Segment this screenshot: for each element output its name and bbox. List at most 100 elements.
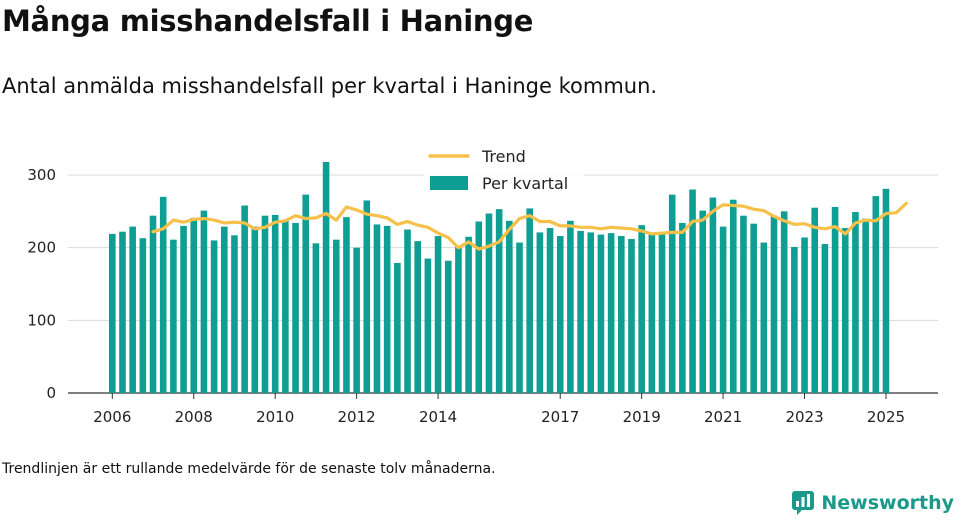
bar [780,211,788,393]
bar [322,161,330,393]
bar [648,233,656,393]
legend-label-trend: Trend [481,147,526,166]
bar [414,241,421,393]
y-tick-label: 300 [27,166,56,184]
trend-line [151,201,908,251]
bar [760,242,768,393]
x-tick-label: 2021 [704,408,742,426]
bar [719,226,727,393]
bar [190,217,198,393]
newsworthy-logo-icon [792,491,815,515]
bar [770,215,778,393]
bar [312,243,320,393]
bar-series [109,161,890,393]
bar [383,225,391,393]
x-tick-label: 2008 [175,408,213,426]
bar [587,232,595,393]
bar [180,225,187,393]
bar [282,220,289,393]
legend-label-bars: Per kvartal [482,174,568,193]
trend-series [151,201,908,251]
bar [638,225,645,393]
bar [841,228,849,393]
bar [200,210,208,393]
bar [404,229,411,393]
bar [159,196,167,393]
bar [811,207,819,393]
x-tick-label: 2023 [785,408,823,426]
bar [139,238,147,393]
footnote: Trendlinjen är ett rullande medelvärde f… [2,461,496,477]
bar [434,236,442,393]
bar [261,215,269,393]
bar [882,188,890,393]
bar [170,239,177,393]
x-tick-label: 2014 [419,408,457,426]
bar [852,212,859,393]
bar [119,231,126,393]
y-tick-label: 200 [27,239,56,257]
bar [862,218,869,393]
bar [506,220,513,393]
bar [750,223,757,393]
bar [220,226,228,393]
brand-logo[interactable]: Newsworthy [791,488,954,518]
bar [129,226,136,393]
x-tick-label: 2019 [623,408,661,426]
bar [353,247,360,393]
bar [831,206,839,393]
bar [801,237,808,393]
bar [444,260,452,393]
bar [231,235,238,393]
bar [109,233,116,393]
x-axis: 2006 2008 2010 2012 2014 2017 2019 2021 2023 2025 [93,393,905,426]
bar [394,262,401,393]
bar [556,236,564,393]
bar [546,228,554,393]
chart-subtitle: Antal anmälda misshandelsfall per kvarta… [2,74,658,98]
bar [607,233,615,393]
y-axis-labels: 0 100 200 300 [27,166,56,402]
bar [740,215,747,393]
bar [729,199,737,393]
bar [791,246,798,393]
bar [628,238,635,393]
bar [679,222,686,393]
bar [709,197,717,393]
bar [526,208,533,393]
bar [302,194,310,393]
bar [597,234,605,393]
bar [292,222,299,393]
bar [536,232,544,393]
legend-swatch-bars [430,176,468,190]
chart-title: Många misshandelsfall i Haninge [2,4,534,38]
bar [516,242,523,393]
bar [668,194,676,393]
bar [485,213,493,393]
bar [332,239,340,393]
y-tick-label: 100 [27,311,56,329]
bar [373,224,381,393]
bar [658,233,666,393]
bar [455,246,462,393]
x-tick-label: 2025 [867,408,905,426]
x-tick-label: 2006 [93,408,131,426]
x-tick-label: 2017 [541,408,579,426]
legend: Trend Per kvartal [424,144,584,196]
bar [872,196,880,393]
bar [149,215,157,393]
bar [343,217,350,393]
bar [241,205,248,393]
x-tick-label: 2012 [338,408,376,426]
bar [210,240,218,393]
bar [495,209,503,393]
bar [271,214,279,393]
bar [821,244,829,393]
bar [475,221,483,393]
bar [465,236,472,393]
bar [577,230,584,393]
brand-name: Newsworthy [821,492,954,514]
bar [618,236,625,393]
bar [363,200,371,393]
